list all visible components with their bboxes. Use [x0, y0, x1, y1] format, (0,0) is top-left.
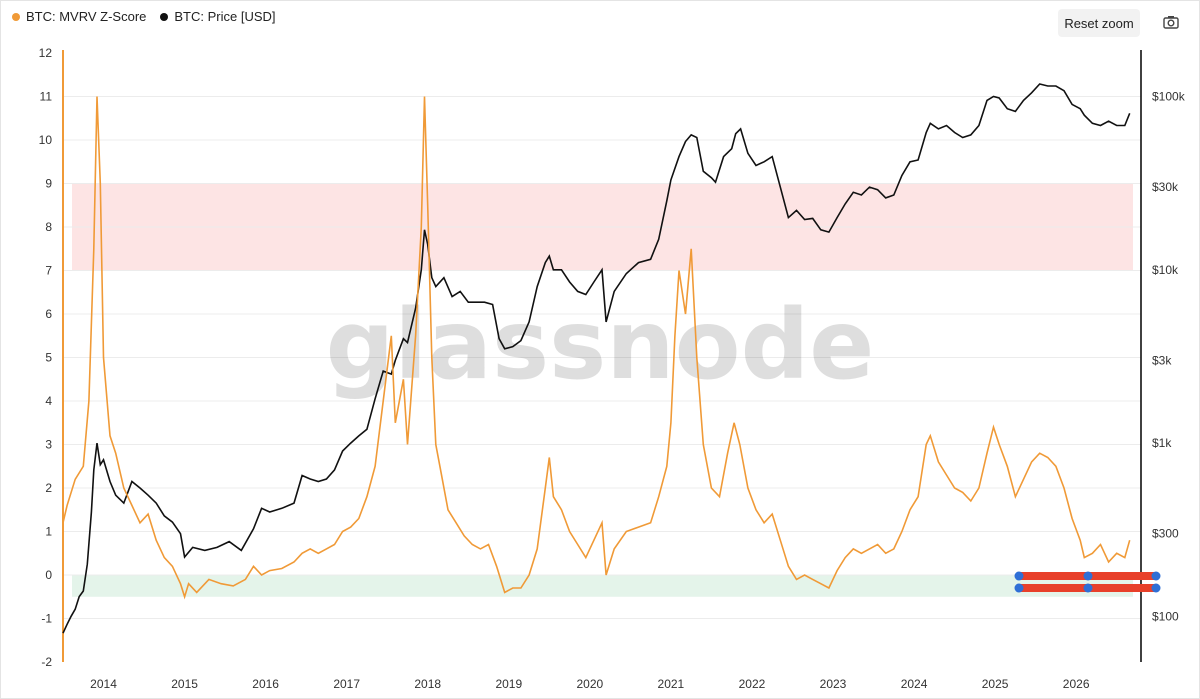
x-tick-label: 2020 — [576, 677, 603, 691]
y-left-tick-label: 6 — [45, 307, 52, 321]
legend: BTC: MVRV Z-Score BTC: Price [USD] — [12, 9, 276, 24]
y-right-tick-label: $10k — [1152, 263, 1179, 277]
screenshot-button[interactable] — [1156, 9, 1186, 37]
y-left-tick-label: 9 — [45, 177, 52, 191]
zscore-series-line — [62, 96, 1131, 600]
y-left-tick-label: 2 — [45, 481, 52, 495]
x-tick-label: 2019 — [495, 677, 522, 691]
price-legend-marker — [160, 12, 169, 21]
range-slider-handle[interactable] — [1151, 571, 1161, 581]
x-tick-label: 2018 — [414, 677, 441, 691]
y-left-tick-label: 12 — [39, 46, 53, 60]
reset-zoom-button[interactable]: Reset zoom — [1058, 9, 1140, 37]
zscore-legend-marker — [12, 12, 20, 21]
y-right-tick-label: $300 — [1152, 527, 1179, 541]
y-left-tick-label: 1 — [45, 525, 52, 539]
y-right-tick-label: $30k — [1152, 180, 1179, 194]
x-tick-label: 2017 — [333, 677, 360, 691]
green-zone-band — [72, 575, 1133, 597]
camera-icon — [1163, 16, 1179, 29]
legend-item-zscore[interactable]: BTC: MVRV Z-Score — [12, 9, 146, 24]
range-slider-handle[interactable] — [1083, 571, 1093, 581]
y-left-tick-label: 3 — [45, 438, 52, 452]
zscore-legend-label: BTC: MVRV Z-Score — [26, 9, 147, 24]
range-slider-handle[interactable] — [1151, 583, 1161, 593]
y-left-tick-label: 0 — [45, 568, 52, 582]
x-tick-label: 2015 — [171, 677, 198, 691]
y-right-tick-label: $100k — [1152, 90, 1186, 104]
range-slider-handle[interactable] — [1083, 583, 1093, 593]
x-tick-label: 2022 — [739, 677, 766, 691]
range-slider[interactable] — [1014, 571, 1161, 593]
x-tick-label: 2023 — [820, 677, 847, 691]
x-tick-label: 2026 — [1063, 677, 1090, 691]
x-tick-label: 2024 — [901, 677, 928, 691]
price-legend-label: BTC: Price [USD] — [174, 9, 276, 24]
y-left-tick-label: 5 — [45, 351, 52, 365]
y-right-tick-label: $100 — [1152, 609, 1179, 623]
y-left-tick-label: -2 — [41, 655, 52, 669]
watermark-text: glassnode — [326, 289, 875, 401]
x-tick-label: 2016 — [252, 677, 279, 691]
y-right-tick-label: $3k — [1152, 353, 1172, 367]
y-left-tick-label: 8 — [45, 220, 52, 234]
y-left-tick-label: 7 — [45, 264, 52, 278]
x-tick-label: 2014 — [90, 677, 117, 691]
y-left-tick-label: 11 — [40, 90, 53, 104]
x-tick-label: 2021 — [658, 677, 685, 691]
range-slider-handle[interactable] — [1014, 583, 1024, 593]
y-left-tick-label: 4 — [45, 394, 52, 408]
y-left-tick-label: -1 — [41, 612, 52, 626]
range-slider-handle[interactable] — [1014, 571, 1024, 581]
y-right-tick-label: $1k — [1152, 436, 1172, 450]
x-tick-label: 2025 — [982, 677, 1009, 691]
legend-item-price[interactable]: BTC: Price [USD] — [160, 9, 276, 24]
price-series-line — [62, 83, 1131, 634]
y-left-tick-label: 10 — [39, 133, 53, 147]
